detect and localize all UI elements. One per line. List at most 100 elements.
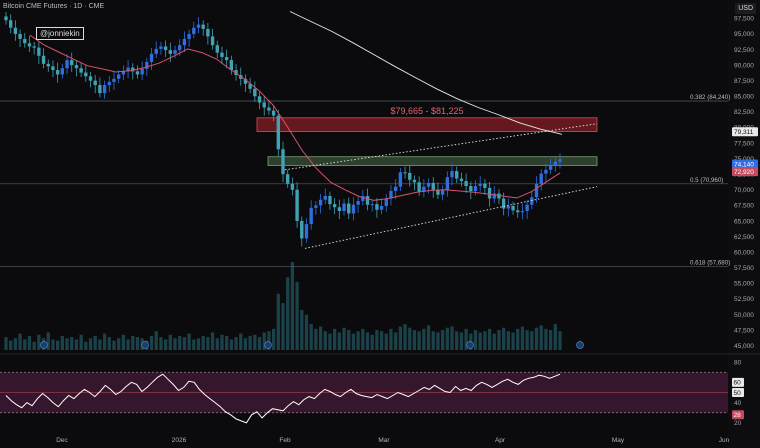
price-tick-label: 60,000 (734, 249, 754, 256)
candle-body (18, 33, 22, 39)
price-tick-label: 82,500 (734, 109, 754, 116)
volume-bar (440, 330, 445, 350)
volume-bar (121, 334, 126, 350)
candle-body (534, 183, 539, 198)
candle-body (314, 205, 318, 208)
volume-bar (135, 337, 140, 350)
candle-body (497, 193, 501, 199)
volume-bar (553, 324, 557, 350)
candle-body (140, 68, 144, 75)
volume-bar (290, 262, 295, 350)
candle-body (4, 16, 8, 21)
candle-body (70, 60, 74, 66)
candle-body (426, 182, 431, 187)
volume-bar (398, 326, 403, 350)
candle-body (408, 172, 412, 180)
volume-bar (483, 331, 487, 350)
time-tick-label: Apr (495, 437, 506, 444)
volume-bar (511, 332, 515, 350)
volume-bar (168, 334, 172, 350)
volume-bar (333, 328, 337, 350)
candle-body (206, 28, 210, 37)
candle-body (55, 70, 60, 75)
candle-body (116, 74, 121, 79)
volume-bar (530, 331, 534, 350)
lower-trendline (304, 186, 598, 249)
volume-bar (248, 335, 252, 350)
volume-bar (262, 332, 266, 350)
candle-body (248, 83, 252, 89)
candle-body (182, 38, 187, 46)
candle-body (229, 60, 234, 71)
candle-body (403, 172, 407, 174)
volume-bar (88, 338, 93, 350)
candle-body (74, 65, 79, 69)
volume-bar (436, 332, 440, 350)
volume-bar (281, 303, 285, 350)
candle-body (88, 76, 93, 81)
volume-bar (356, 331, 360, 350)
volume-bar (27, 335, 32, 350)
candle-body (37, 47, 41, 56)
candle-body (440, 189, 445, 195)
candle-body (201, 24, 205, 29)
candle-body (393, 186, 398, 192)
volume-bar (342, 327, 346, 350)
candle-body (530, 197, 534, 205)
candle-body (351, 204, 356, 214)
volume-bar (126, 339, 130, 350)
rsi-axis-badge (732, 410, 744, 420)
price-tick-label: 70,000 (734, 187, 754, 194)
volume-bar (384, 333, 388, 350)
candle-body (112, 78, 116, 82)
volume-bar (408, 327, 412, 350)
resistance-zone (256, 117, 598, 132)
rsi-axis-badge-label: 50 (734, 390, 742, 397)
candle-body (455, 171, 459, 179)
price-axis-badge-label: 79,311 (734, 129, 754, 136)
volume-bar (112, 340, 116, 350)
volume-bar (412, 330, 417, 350)
candle-body (347, 203, 351, 214)
volume-bar (18, 333, 22, 350)
volume-bar (271, 328, 276, 350)
price-axis-badge (732, 159, 758, 169)
volume-bar (473, 330, 478, 350)
volume-bar (502, 327, 506, 350)
candle-body (356, 201, 360, 205)
volume-bar (328, 333, 332, 350)
price-tick-label: 55,000 (734, 281, 754, 288)
volume-bar (534, 327, 539, 350)
volume-bar (548, 330, 553, 350)
candle-body (131, 67, 135, 72)
currency-button[interactable]: USD (735, 3, 756, 14)
volume-bar (318, 326, 323, 350)
candle-body (553, 161, 557, 167)
candle-body (323, 196, 327, 200)
price-tick-label: 62,500 (734, 234, 754, 241)
candle-body (290, 183, 295, 190)
candle-body (525, 204, 529, 211)
candle-body (483, 183, 487, 188)
volume-bar (210, 332, 215, 350)
candle-body (375, 204, 379, 210)
volume-bar (347, 330, 351, 350)
candle-body (370, 204, 374, 206)
candle-body (46, 63, 50, 67)
target-zone (267, 156, 598, 166)
volume-bar (74, 339, 79, 350)
event-marker (576, 341, 584, 349)
time-tick-label: Dec (56, 437, 68, 444)
volume-bar (417, 331, 421, 350)
candle-body (65, 60, 69, 69)
candle-body (210, 36, 215, 46)
volume-bar (163, 339, 168, 350)
volume-bar (450, 326, 454, 350)
candle-body (196, 24, 201, 28)
price-tick-label: 90,000 (734, 62, 754, 69)
candle-body (51, 66, 55, 71)
candle-body (516, 210, 520, 213)
volume-bar (51, 339, 55, 350)
